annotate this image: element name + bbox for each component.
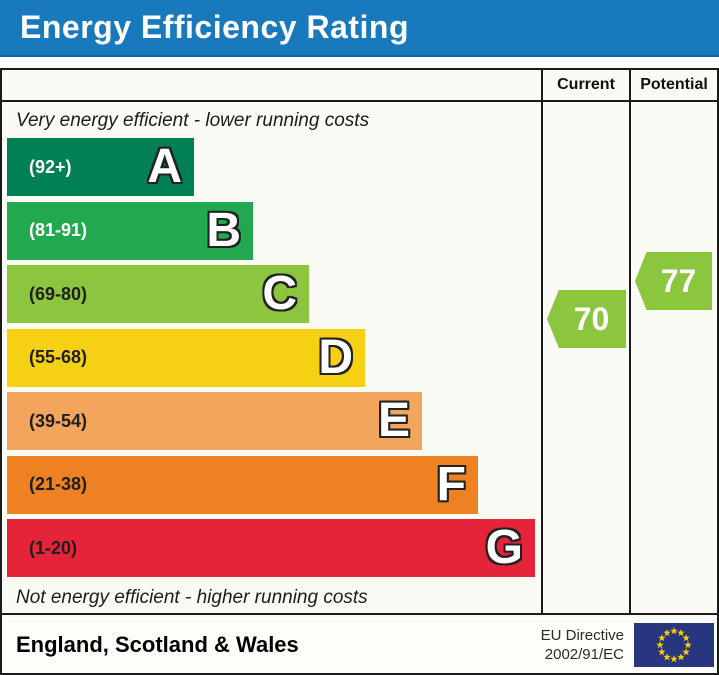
page-title: Energy Efficiency Rating bbox=[20, 9, 409, 45]
bottom-note: Not energy efficient - higher running co… bbox=[16, 587, 368, 608]
band-letter: A bbox=[147, 140, 182, 193]
band-letter: G bbox=[485, 521, 523, 574]
band-range-label: (92+) bbox=[29, 156, 72, 177]
band-letter: F bbox=[436, 457, 466, 511]
band-letter: D bbox=[318, 330, 353, 384]
band-row-A: (92+) A bbox=[7, 138, 194, 196]
band-range-label: (39-54) bbox=[29, 410, 88, 431]
current-rating-arrow: 70 bbox=[547, 290, 626, 348]
eu-directive-line1: EU Directive bbox=[540, 626, 624, 644]
top-note: Very energy efficient - lower running co… bbox=[16, 110, 370, 131]
rating-table: Current Potential Very energy efficient … bbox=[0, 68, 719, 675]
band-row-G: (1-20) G bbox=[7, 519, 535, 577]
header-divider bbox=[2, 100, 717, 102]
region-label: England, Scotland & Wales bbox=[16, 632, 299, 657]
band-range-label: (69-80) bbox=[29, 283, 88, 304]
column-divider-potential bbox=[629, 70, 631, 613]
column-header-current: Current bbox=[557, 76, 615, 93]
eu-directive-text: EU Directive 2002/91/EC bbox=[541, 626, 624, 665]
current-rating-value: 70 bbox=[573, 300, 610, 337]
band-row-B: (81-91) B bbox=[7, 201, 253, 260]
band-row-C: (69-80) C bbox=[7, 265, 309, 323]
band-letter: B bbox=[206, 203, 241, 257]
column-divider-current bbox=[541, 70, 543, 613]
band-letter: C bbox=[262, 267, 297, 320]
footer: England, Scotland & Wales EU Directive 2… bbox=[2, 617, 717, 673]
band-range-label: (1-20) bbox=[29, 537, 78, 558]
band-range-label: (55-68) bbox=[29, 347, 88, 367]
potential-rating-value: 77 bbox=[660, 262, 697, 299]
title-bar: Energy Efficiency Rating bbox=[0, 0, 719, 57]
band-row-E: (39-54) E bbox=[7, 392, 422, 450]
band-row-D: (55-68) D bbox=[7, 328, 365, 387]
potential-rating-arrow: 77 bbox=[635, 252, 712, 310]
eu-flag-icon bbox=[634, 623, 714, 667]
band-letter: E bbox=[377, 394, 410, 447]
band-range-label: (81-91) bbox=[29, 220, 88, 240]
chart-area: Current Potential Very energy efficient … bbox=[2, 70, 717, 615]
eu-directive-line2: 2002/91/EC bbox=[544, 646, 624, 663]
column-header-potential: Potential bbox=[640, 76, 708, 93]
band-row-F: (21-38) F bbox=[7, 455, 478, 514]
band-range-label: (21-38) bbox=[29, 474, 88, 494]
